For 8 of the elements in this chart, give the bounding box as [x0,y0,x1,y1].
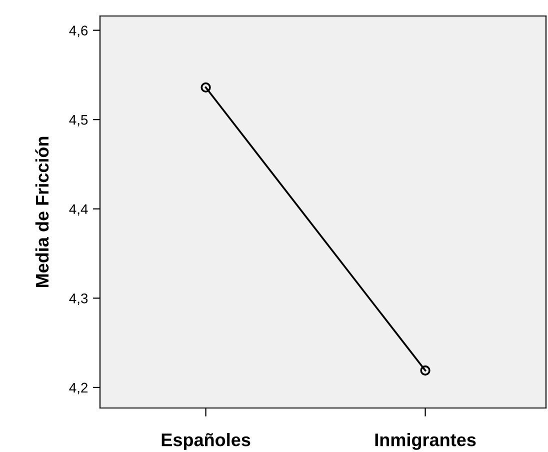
y-axis-title: Media de Fricción [35,136,49,288]
y-tick-label: 4,4 [69,204,88,216]
x-tick-label: Inmigrantes [375,433,476,450]
y-tick-label: 4,5 [69,115,88,126]
y-tick-label: 4,3 [69,294,88,305]
y-tick-label: 4,2 [69,382,88,394]
y-tick-label: 4,6 [69,26,88,38]
x-tick-label: Españoles [162,433,250,450]
